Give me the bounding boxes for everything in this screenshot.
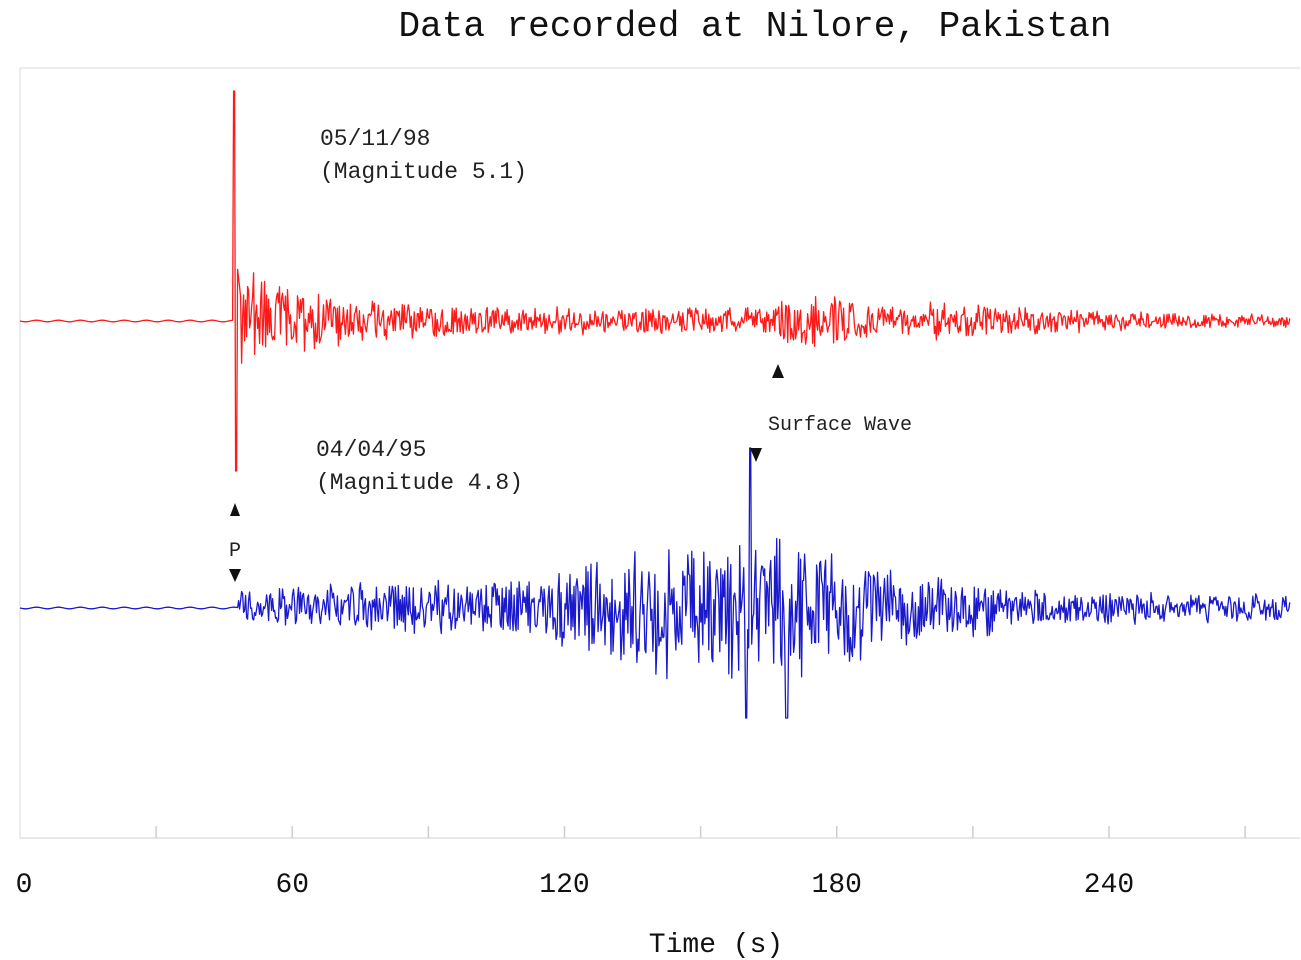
- x-axis-ticks: [155, 826, 1246, 838]
- x-tick-label: 60: [275, 870, 309, 901]
- x-tick-label: 240: [1084, 870, 1134, 901]
- x-tick-label: 120: [539, 870, 589, 901]
- p-up-arrow-icon: [230, 503, 240, 516]
- series-1-trace: [19, 90, 1291, 472]
- surface-wave-label: Surface Wave: [768, 414, 912, 437]
- series-group: [19, 90, 1291, 719]
- p-wave-label: P: [229, 540, 241, 563]
- surface-wave-marker: Surface Wave: [750, 364, 912, 462]
- series-1-date-label: 05/11/98: [320, 126, 430, 152]
- chart-title: Data recorded at Nilore, Pakistan: [399, 6, 1112, 47]
- x-tick-label: 180: [812, 870, 862, 901]
- p-down-arrow-icon: [229, 569, 241, 582]
- surface-wave-down-arrow-icon: [750, 448, 762, 462]
- x-axis-tick-labels: 0 60 120 180 240: [16, 870, 1135, 901]
- x-tick-label: 0: [16, 870, 33, 901]
- surface-wave-up-arrow-icon: [772, 364, 784, 378]
- series-1-magnitude-label: (Magnitude 5.1): [320, 159, 527, 185]
- p-wave-marker: P: [229, 503, 241, 582]
- x-axis-label: Time (s): [649, 930, 783, 960]
- series-2-trace: [19, 447, 1291, 719]
- series-2-date-label: 04/04/95: [316, 437, 426, 463]
- series-2-magnitude-label: (Magnitude 4.8): [316, 470, 523, 496]
